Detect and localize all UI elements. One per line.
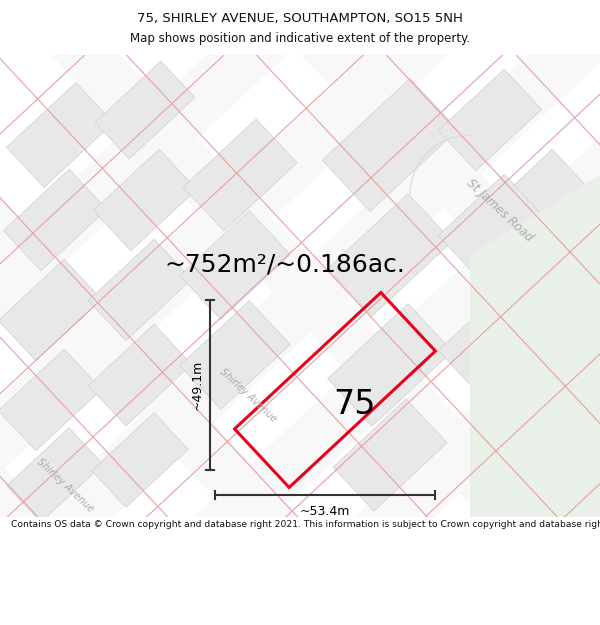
Polygon shape <box>322 79 458 211</box>
Polygon shape <box>88 239 191 341</box>
Text: Map shows position and indicative extent of the property.: Map shows position and indicative extent… <box>130 32 470 45</box>
Polygon shape <box>470 175 600 525</box>
Polygon shape <box>0 0 600 332</box>
Polygon shape <box>0 349 101 451</box>
Polygon shape <box>0 0 125 625</box>
Text: St James Road: St James Road <box>464 176 536 244</box>
Polygon shape <box>328 194 452 316</box>
Polygon shape <box>4 169 107 271</box>
Polygon shape <box>439 174 542 276</box>
Polygon shape <box>94 149 197 251</box>
Polygon shape <box>0 278 600 625</box>
Polygon shape <box>180 211 290 319</box>
Polygon shape <box>88 324 191 426</box>
Polygon shape <box>494 149 586 241</box>
Text: ~53.4m: ~53.4m <box>300 505 350 518</box>
Polygon shape <box>328 304 452 426</box>
Text: Shirley Avenue: Shirley Avenue <box>35 456 95 514</box>
Polygon shape <box>439 289 542 391</box>
Text: ~49.1m: ~49.1m <box>191 360 204 410</box>
Polygon shape <box>0 0 375 625</box>
Text: 75: 75 <box>334 389 376 421</box>
Polygon shape <box>0 128 600 625</box>
Text: ~752m²/~0.186ac.: ~752m²/~0.186ac. <box>164 253 406 277</box>
Text: Contains OS data © Crown copyright and database right 2021. This information is : Contains OS data © Crown copyright and d… <box>11 520 600 529</box>
Text: Shirley Avenue: Shirley Avenue <box>218 366 278 424</box>
Polygon shape <box>225 0 600 625</box>
Polygon shape <box>7 82 113 188</box>
Polygon shape <box>0 0 600 482</box>
Polygon shape <box>180 301 290 409</box>
Polygon shape <box>333 399 447 511</box>
Polygon shape <box>183 119 297 231</box>
Polygon shape <box>95 61 195 159</box>
Text: 75, SHIRLEY AVENUE, SOUTHAMPTON, SO15 5NH: 75, SHIRLEY AVENUE, SOUTHAMPTON, SO15 5N… <box>137 12 463 25</box>
Polygon shape <box>7 428 103 522</box>
Polygon shape <box>92 412 188 508</box>
Polygon shape <box>0 259 101 361</box>
Polygon shape <box>439 69 542 171</box>
